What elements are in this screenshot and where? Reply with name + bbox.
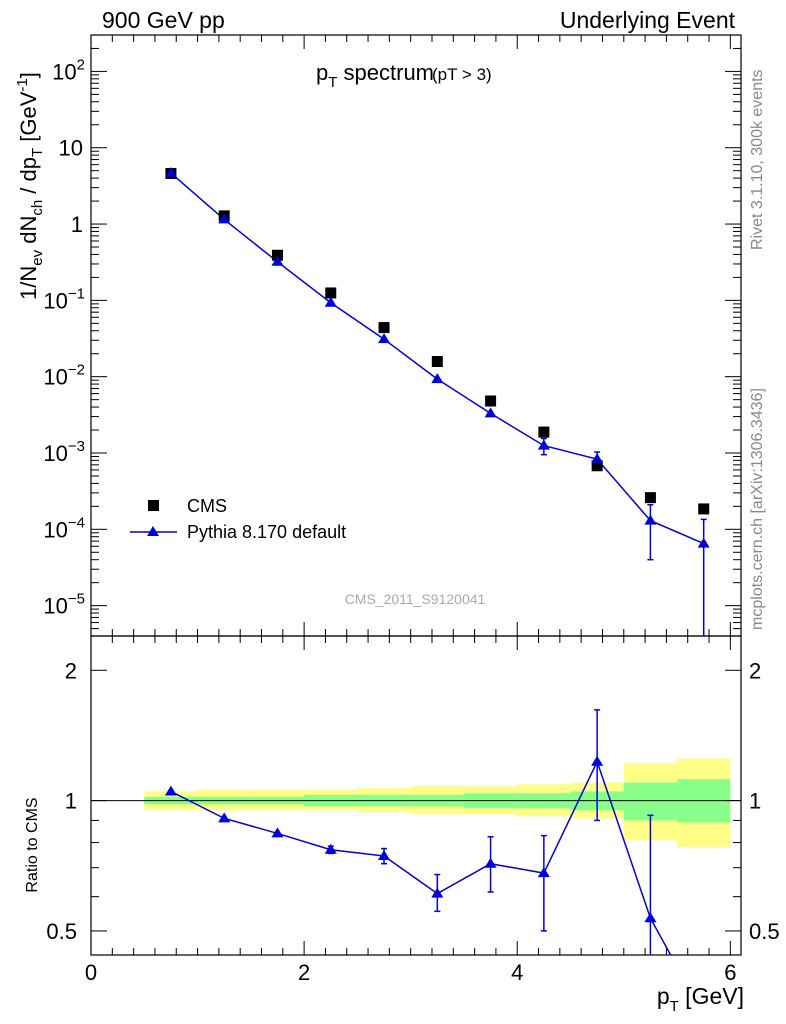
x-tick-label: 4 (511, 960, 523, 985)
pythia-point (484, 407, 497, 418)
pythia-point (271, 255, 284, 266)
pythia-point (537, 439, 550, 450)
ratio-point (378, 849, 391, 860)
pythia-point (697, 537, 710, 548)
x-tick-label: 6 (724, 960, 736, 985)
pythia-point (324, 296, 337, 307)
ratio-plot-area (164, 709, 710, 1019)
legend-cms-label: CMS (187, 496, 227, 516)
cms-point (378, 322, 390, 334)
main-ylabel: 1/Nev dNch / dpT [GeV-1] (14, 72, 46, 300)
main-panel-frame (90, 34, 742, 637)
ratio-y-tick-label-right: 1 (749, 789, 761, 814)
ratio-y-tick-label: 1 (65, 789, 77, 814)
cms-point (271, 249, 283, 261)
pythia-point (431, 373, 444, 384)
watermark: CMS_2011_S9120041 (345, 591, 486, 607)
ratio-point (271, 827, 284, 838)
xlabel: pT [GeV] (657, 983, 744, 1015)
cms-point (591, 460, 603, 472)
pythia-point (591, 453, 604, 464)
main-title-cut: (pT > 3) (432, 65, 492, 84)
ratio-point (218, 812, 231, 823)
mcplots-label: mcplots.cern.ch [arXiv:1306.3436] (749, 388, 766, 630)
main-y-tick-label: 10−1 (43, 285, 85, 313)
ratio-point (537, 867, 550, 878)
main-plot-area (164, 167, 710, 636)
ratio-band-green (623, 782, 678, 821)
ratio-y-tick-label-right: 2 (749, 658, 761, 683)
main-y-tick-label: 10−5 (43, 591, 85, 619)
ratio-point (698, 1009, 710, 1019)
pythia-point (644, 514, 657, 525)
main-y-tick-label: 10−3 (43, 438, 85, 466)
legend: CMS Pythia 8.170 default (130, 496, 346, 542)
main-title: pT spectrum (316, 60, 434, 91)
ratio-point (324, 843, 337, 854)
pythia-point (218, 213, 231, 224)
cms-point (698, 503, 710, 515)
main-y-tick-label: 102 (52, 56, 85, 84)
main-y-tick-label: 1 (71, 212, 83, 237)
main-y-tick-label: 10−2 (43, 362, 85, 390)
legend-pythia-label: Pythia 8.170 default (187, 522, 346, 542)
plot-layer: 0 2 4 6 102 10 1 10−1 10−2 10−3 10−4 10−5 2 2 1 1 0.5 0.5 (43, 34, 780, 1019)
ratio-panel-frame (90, 635, 742, 956)
cms-point (644, 492, 656, 504)
x-tick-label: 2 (298, 960, 310, 985)
ratio-y-tick-label-right: 0.5 (749, 919, 780, 944)
cms-point (325, 287, 337, 299)
ratio-point (591, 755, 604, 766)
main-y-tick-label: 10 (59, 136, 83, 161)
pythia-point (378, 333, 391, 344)
main-y-tick-label: 10−4 (43, 514, 85, 542)
header-right: Underlying Event (560, 7, 736, 33)
rivet-label: Rivet 3.1.10, 300k events (749, 69, 766, 250)
header-left: 900 GeV pp (102, 7, 225, 33)
ratio-y-tick-label: 0.5 (46, 919, 77, 944)
legend-pythia-marker (147, 526, 159, 536)
ratio-ylabel: Ratio to CMS (24, 797, 41, 892)
cms-point (485, 395, 497, 407)
ratio-point (164, 785, 177, 796)
cms-point (431, 356, 443, 368)
ratio-point (644, 912, 657, 923)
x-tick-label: 0 (85, 960, 97, 985)
legend-cms-marker (148, 500, 159, 511)
ratio-point (484, 857, 497, 868)
cms-point (538, 426, 550, 438)
ratio-point (431, 887, 444, 898)
pythia-point (164, 167, 177, 178)
ratio-y-tick-label: 2 (65, 658, 77, 683)
